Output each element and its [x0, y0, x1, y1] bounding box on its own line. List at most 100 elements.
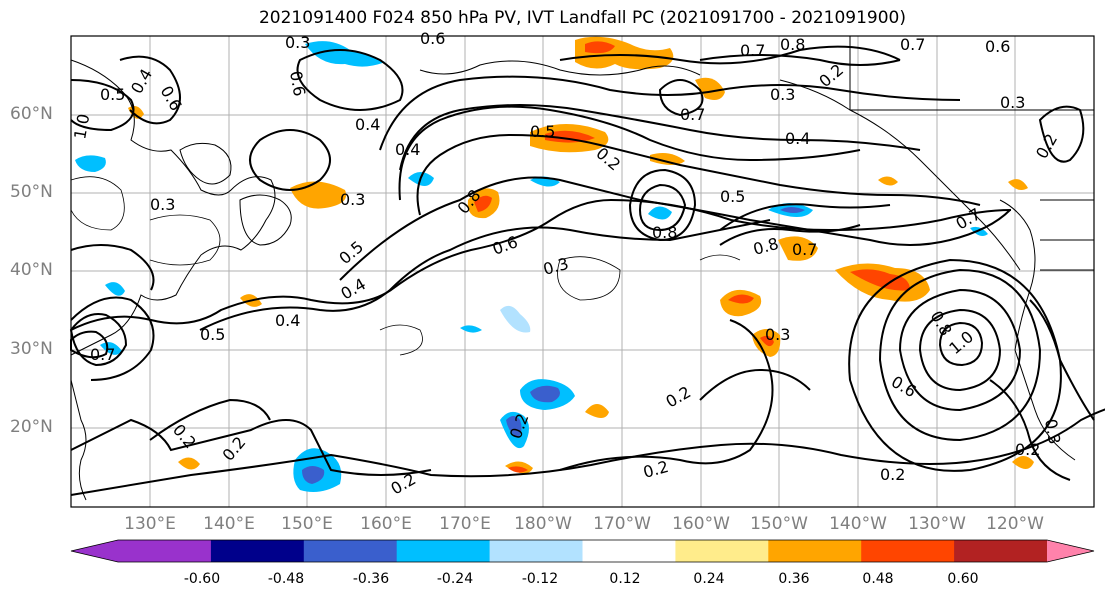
colorbar-segment	[303, 540, 398, 562]
contour-label: 0.5	[720, 187, 745, 206]
lat-label-60n: 60°N	[10, 104, 53, 124]
pv-positive-core	[728, 294, 754, 304]
pv-positive-area	[878, 176, 898, 186]
lon-label: 170°E	[439, 514, 491, 534]
contour-label: 0.2	[1015, 440, 1040, 459]
pv-positive-area	[585, 404, 609, 418]
contour-label: 0.2	[880, 465, 905, 484]
pv-negative-area	[648, 206, 672, 220]
pv-positive-area	[695, 77, 725, 100]
colorbar-segment	[118, 540, 212, 562]
colorbar-segment	[582, 540, 676, 562]
contour-label: 0.4	[355, 115, 380, 134]
colorbar-segments	[118, 540, 1048, 562]
contour-label: 0.4	[395, 140, 420, 159]
lat-label-40n: 40°N	[10, 260, 53, 280]
colorbar-segment	[210, 540, 305, 562]
lon-label: 130°E	[124, 514, 176, 534]
colorbar-tick-label: -0.60	[183, 571, 221, 587]
pv-positive-area	[128, 106, 144, 119]
colorbar-segment	[954, 540, 1048, 562]
contour-label: 0.6	[286, 69, 309, 97]
contour-label: 0.3	[765, 325, 790, 344]
contour-label: 0.3	[1000, 93, 1025, 112]
colorbar-over-arrow	[1047, 540, 1094, 562]
pv-positive-core	[850, 269, 910, 291]
pv-positive-area	[1012, 456, 1034, 469]
graticule	[71, 36, 1094, 507]
coastlines	[70, 36, 1094, 501]
contour-label: 0.7	[900, 35, 925, 54]
lon-label: 170°W	[593, 514, 651, 534]
pv-negative-core	[530, 385, 560, 403]
pv-negative-area	[105, 282, 125, 296]
pv-negative-core	[780, 207, 805, 213]
pv-fine-contours	[70, 176, 741, 356]
colorbar-tick-label: 0.60	[947, 571, 979, 587]
colorbar-outline	[70, 539, 1095, 563]
pv-positive-core	[474, 195, 492, 212]
colorbar-tick-label: 0.24	[693, 571, 725, 587]
pv-positive-area	[178, 457, 200, 470]
pv-positive-core	[760, 335, 774, 347]
map-title: 2021091400 F024 850 hPa PV, IVT Landfall…	[258, 8, 906, 28]
pv-positive-area	[778, 236, 818, 261]
lon-label: 160°E	[360, 514, 412, 534]
pv-negative-area	[75, 155, 106, 172]
contour-label: 0.7	[740, 41, 765, 60]
pv-negative-area	[970, 226, 988, 236]
lon-label: 150°W	[750, 514, 808, 534]
lon-label: 150°E	[281, 514, 333, 534]
lon-label: 120°W	[986, 514, 1044, 534]
lat-label-30n: 30°N	[10, 339, 53, 359]
contour-label: 0.5	[200, 325, 225, 344]
pv-negative-area	[305, 41, 385, 67]
colorbar-under-arrow	[71, 540, 118, 562]
colorbar-segment	[396, 540, 491, 562]
contour-label: 0.3	[150, 195, 175, 214]
lon-label: 140°E	[203, 514, 255, 534]
colorbar-segment	[861, 540, 955, 562]
pv-negative-core	[302, 466, 325, 484]
pv-positive-core	[545, 130, 595, 143]
colorbar-tick-label: -0.12	[521, 571, 559, 587]
pv-negative-area	[460, 325, 482, 333]
contour-label: 0.7	[90, 345, 115, 364]
lon-label: 160°W	[672, 514, 730, 534]
pv-negative-area	[100, 342, 122, 355]
colorbar-tick-label: -0.36	[352, 571, 390, 587]
contour-label: 0.4	[785, 129, 810, 148]
contour-label: 0.3	[340, 190, 365, 209]
lon-label: 130°W	[908, 514, 966, 534]
pv-positive-core	[508, 466, 528, 473]
pv-positive-area	[650, 153, 685, 165]
pv-negative-core	[506, 416, 522, 438]
contour-label: 0.5	[530, 122, 555, 141]
contour-label: 0.8	[780, 35, 805, 54]
contour-label: 0.3	[285, 33, 310, 52]
pv-shading	[75, 36, 1034, 492]
pv-negative-light	[500, 305, 531, 333]
lon-label: 140°W	[829, 514, 887, 534]
pv-contours	[69, 45, 1105, 496]
pv-positive-area	[1008, 179, 1028, 190]
colorbar-segment	[768, 540, 862, 562]
colorbar-segment	[489, 540, 583, 562]
lat-label-50n: 50°N	[10, 182, 53, 202]
contour-label: 0.3	[770, 85, 795, 104]
lon-label: 180°W	[514, 514, 572, 534]
contour-label: 0.7	[792, 240, 817, 259]
lat-label-20n: 20°N	[10, 417, 53, 437]
colorbar-tick-label: 0.12	[609, 571, 641, 587]
contour-label: 0.6	[985, 37, 1010, 56]
colorbar-tick-label: -0.48	[267, 571, 305, 587]
pv-positive-core	[585, 41, 615, 54]
contour-label: 0.5	[100, 85, 125, 104]
contour-label: 0.7	[680, 105, 705, 124]
contour-label: 0.8	[652, 223, 677, 242]
map-frame	[70, 35, 1095, 508]
colorbar-tick-label: 0.36	[778, 571, 810, 587]
contour-label: 1.0	[70, 112, 93, 140]
colorbar-segment	[675, 540, 769, 562]
